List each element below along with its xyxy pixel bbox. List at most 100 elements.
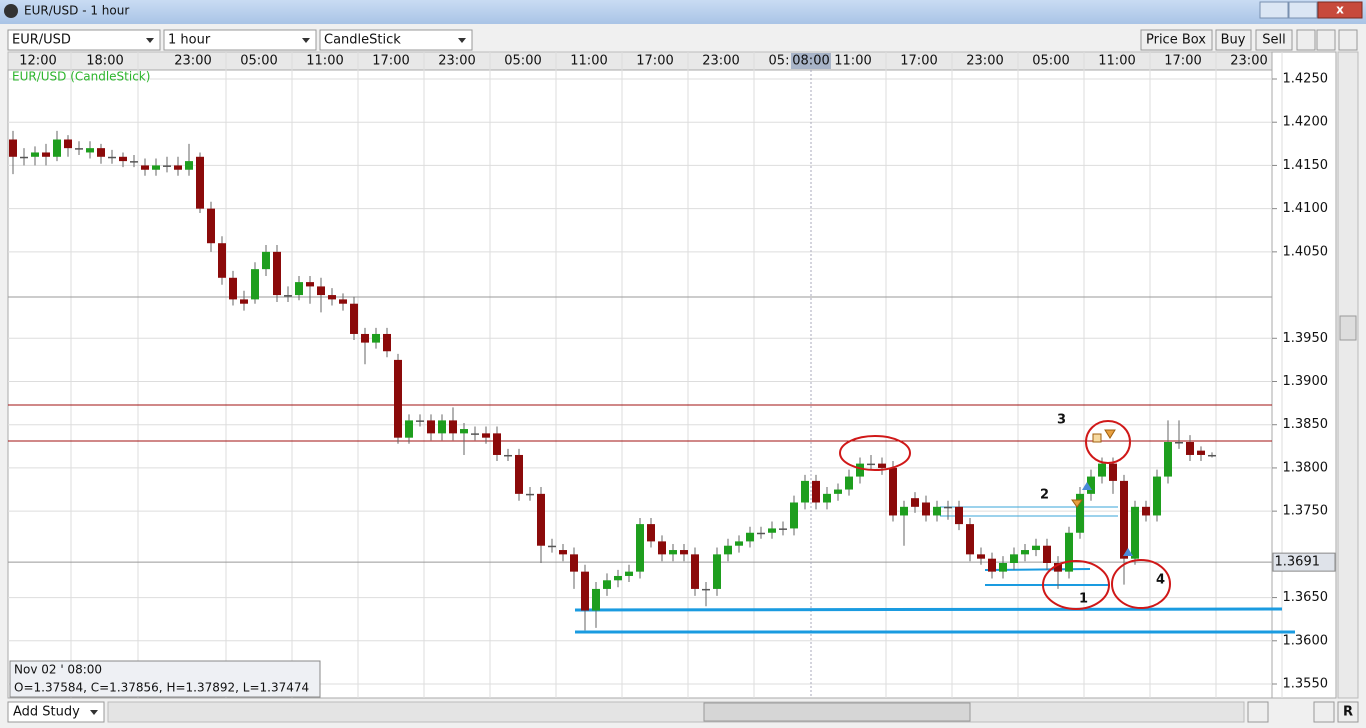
- x-tick-label: 23:00: [702, 54, 739, 69]
- symbol-dropdown[interactable]: [7, 29, 161, 51]
- candle-body: [328, 295, 336, 300]
- annotation: 2: [1040, 488, 1049, 503]
- candle-body: [1032, 545, 1040, 551]
- candle-body: [75, 148, 83, 150]
- candle-body: [955, 506, 963, 525]
- interval-dropdown[interactable]: [163, 29, 317, 51]
- candle-body: [900, 506, 908, 516]
- candle-body: [911, 498, 919, 507]
- scroll-thumb[interactable]: [1339, 315, 1357, 341]
- candle-body: [1197, 450, 1205, 455]
- candle-body: [515, 454, 523, 494]
- candle-body: [504, 454, 512, 457]
- candle-body: [1021, 550, 1029, 555]
- y-tick-label: 1.3900: [1283, 374, 1329, 389]
- candle-body: [845, 476, 853, 490]
- candle-body: [141, 165, 149, 170]
- zoom-in[interactable]: [1313, 701, 1335, 723]
- price-marker-label: 1.3691: [1275, 555, 1321, 570]
- vertical-scrollbar[interactable]: [1337, 51, 1359, 699]
- candle-body: [471, 433, 479, 435]
- x-tick-label: 05:00: [504, 54, 541, 69]
- candle-body: [31, 152, 39, 157]
- candle-body: [592, 588, 600, 611]
- horizontal-scrollbar[interactable]: [107, 701, 1245, 723]
- candle-body: [493, 433, 501, 455]
- candle-body: [526, 493, 534, 496]
- reset-button[interactable]: [1337, 701, 1359, 723]
- candle-body: [757, 532, 765, 535]
- x-tick-label: 11:00: [1098, 54, 1135, 69]
- scroll-thumb[interactable]: [703, 702, 971, 722]
- candle-body: [394, 359, 402, 438]
- dropdown-arrows: [146, 38, 466, 43]
- candle-body: [867, 463, 875, 466]
- x-tick-label: 17:00: [372, 54, 409, 69]
- candle-body: [42, 152, 50, 157]
- sell-button[interactable]: [1255, 29, 1293, 51]
- style-dropdown[interactable]: [319, 29, 473, 51]
- candle-body: [1142, 506, 1150, 516]
- candle-body: [1010, 554, 1018, 563]
- candle-body: [603, 580, 611, 589]
- y-tick-label: 1.3800: [1283, 460, 1329, 475]
- maximize[interactable]: [1288, 1, 1318, 19]
- price-box-button[interactable]: [1140, 29, 1213, 51]
- buy-button[interactable]: [1215, 29, 1252, 51]
- candle-body: [1087, 476, 1095, 494]
- y-tick-label: 1.4050: [1283, 244, 1329, 259]
- candle-body: [559, 550, 567, 555]
- add-study-dropdown[interactable]: [7, 701, 105, 723]
- x-tick-label: 11:00: [306, 54, 343, 69]
- candle-body: [108, 156, 116, 159]
- x-tick-label: 17:00: [1164, 54, 1201, 69]
- annotation: 1: [1079, 592, 1088, 607]
- highlight-ellipse: [839, 435, 911, 471]
- candle-body: [1164, 442, 1172, 477]
- zoom-out[interactable]: [1247, 701, 1269, 723]
- y-tick-label: 1.4150: [1283, 158, 1329, 173]
- candle-body: [966, 524, 974, 555]
- candle-body: [427, 420, 435, 434]
- candle-body: [317, 286, 325, 296]
- annotation: 3: [1057, 413, 1066, 428]
- candle-body: [53, 139, 61, 157]
- candle-body: [625, 571, 633, 576]
- candle-body: [856, 463, 864, 477]
- x-tick-label: 12:00: [19, 54, 56, 69]
- candle-body: [1098, 463, 1106, 477]
- chart-style: CandleStick: [324, 33, 401, 48]
- candle-body: [229, 277, 237, 300]
- candle-body: [295, 282, 303, 296]
- draw-button[interactable]: [1316, 29, 1336, 51]
- candle-body: [614, 575, 622, 581]
- candle-body: [1065, 532, 1073, 572]
- candle-body: [350, 303, 358, 334]
- tool-button[interactable]: [1296, 29, 1316, 51]
- candle-body: [64, 139, 72, 149]
- candle-body: [1175, 442, 1183, 444]
- candle-body: [1054, 563, 1062, 572]
- highlight-ellipse: [1042, 560, 1110, 610]
- candle-body: [163, 165, 171, 167]
- candle-body: [361, 333, 369, 343]
- window-title: EUR/USD - 1 hour: [24, 4, 129, 18]
- dropdown-arrow: [90, 710, 98, 715]
- plot-area: [7, 69, 1273, 699]
- close[interactable]: [1317, 1, 1363, 19]
- candle-body: [174, 165, 182, 170]
- restore-button[interactable]: [1338, 29, 1358, 51]
- highlight-ellipse: [1085, 420, 1131, 464]
- candle-body: [680, 550, 688, 555]
- marker-box: [1092, 433, 1102, 443]
- price-axis: [1271, 51, 1337, 699]
- candle-body: [1208, 454, 1216, 457]
- info-ohlc: O=1.37584, C=1.37856, H=1.37892, L=1.374…: [14, 681, 309, 695]
- minimize[interactable]: [1259, 1, 1289, 19]
- candle-body: [1109, 463, 1117, 481]
- candle-body: [482, 433, 490, 438]
- title-bar: [0, 0, 1366, 24]
- x-tick-label: 17:00: [900, 54, 937, 69]
- app-icon: [4, 4, 18, 18]
- candle-body: [339, 299, 347, 304]
